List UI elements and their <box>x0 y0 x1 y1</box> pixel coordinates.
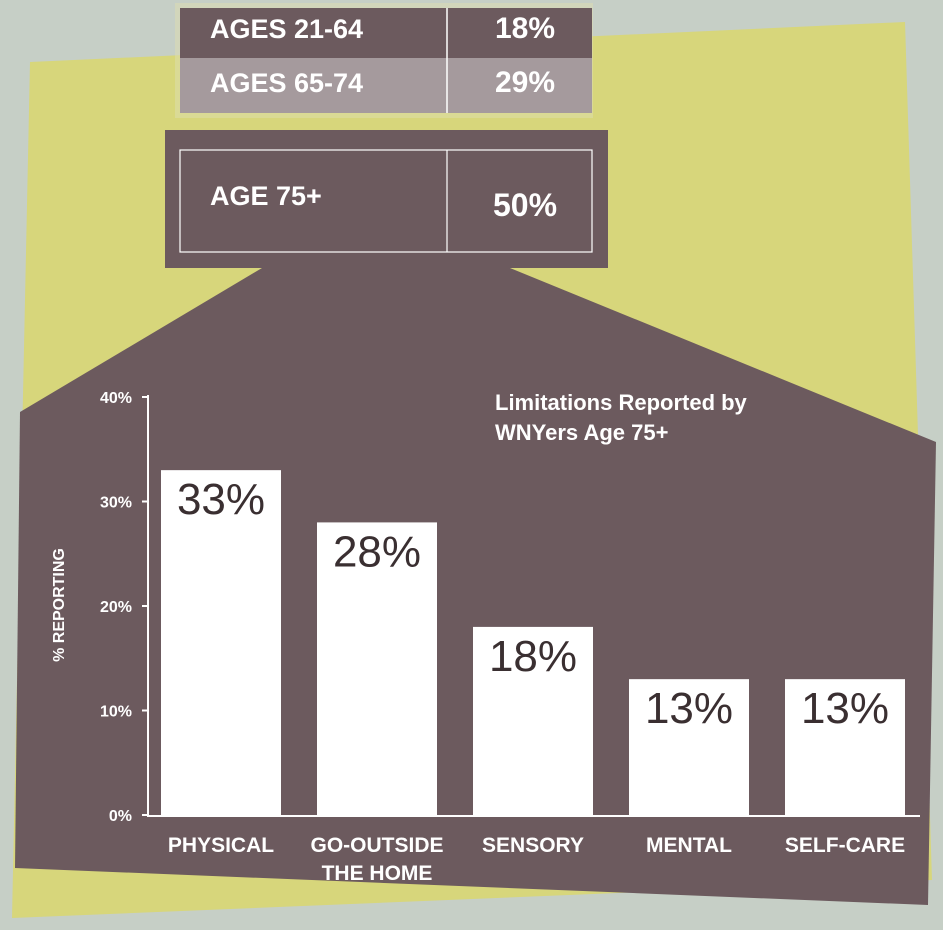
table-cell: 29% <box>495 66 555 100</box>
x-tick-label: SENSORY <box>458 832 608 860</box>
y-axis-label: % REPORTING <box>51 525 69 685</box>
data-label: 33% <box>177 475 265 524</box>
infographic: 0% 10% 20% 30% 40% 33% 28% 18% 13% 13% AGES 21-64… <box>0 0 943 930</box>
x-tick-label: PHYSICAL <box>146 832 296 860</box>
chart-title: Limitations Reported by WNYers Age 75+ <box>495 388 805 448</box>
table-cell: 18% <box>495 12 555 46</box>
data-label: 18% <box>489 632 577 681</box>
table-cell: AGES 21-64 <box>210 14 363 45</box>
data-label: 28% <box>333 527 421 576</box>
x-tick-label: MENTAL <box>614 832 764 860</box>
chart: 0% 10% 20% 30% 40% 33% 28% 18% 13% 13% <box>0 0 943 930</box>
data-label: 13% <box>801 684 889 733</box>
x-tick-label: GO-OUTSIDE THE HOME <box>302 832 452 888</box>
data-label: 13% <box>645 684 733 733</box>
table-cell: 50% <box>493 187 557 224</box>
table-cell: AGES 65-74 <box>210 68 363 99</box>
y-tick-label: 30% <box>100 495 132 512</box>
table-cell: AGE 75+ <box>210 181 322 212</box>
y-tick-label: 0% <box>109 808 132 825</box>
x-tick-label: SELF-CARE <box>770 832 920 860</box>
y-tick-label: 20% <box>100 599 132 616</box>
y-tick-label: 40% <box>100 390 132 407</box>
y-tick-label: 10% <box>100 704 132 721</box>
